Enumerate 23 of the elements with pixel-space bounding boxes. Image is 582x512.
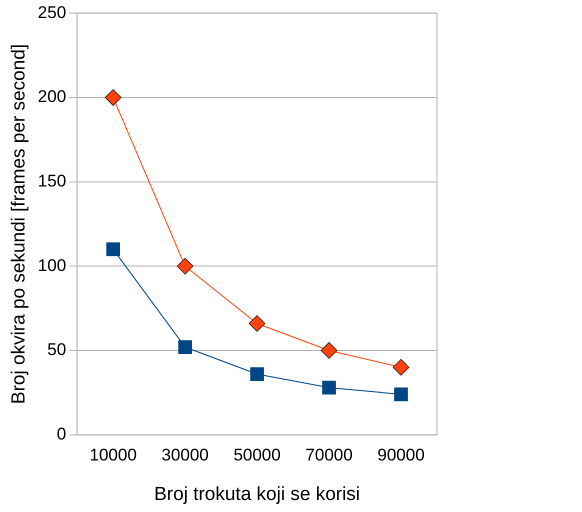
- x-axis-title: Broj trokuta koji se korisi: [154, 484, 360, 505]
- y-tick-label: 0: [56, 424, 66, 444]
- point: [104, 89, 122, 106]
- point: [394, 387, 408, 402]
- x-tick-label: 70000: [305, 446, 353, 465]
- y-tick-label: 100: [38, 256, 66, 275]
- point: [320, 342, 338, 359]
- point: [178, 340, 192, 354]
- y-tick-label: 250: [38, 2, 66, 22]
- x-tick-label: 10000: [90, 446, 137, 465]
- point: [250, 367, 264, 381]
- point: [106, 242, 120, 256]
- point: [176, 258, 194, 274]
- x-tick-label: 30000: [161, 446, 209, 465]
- point: [248, 315, 266, 332]
- point: [322, 380, 336, 394]
- x-tick-label: 90000: [377, 446, 425, 465]
- point: [392, 359, 410, 376]
- x-tick-label: 50000: [233, 446, 281, 465]
- y-tick-label: 150: [38, 172, 66, 191]
- y-axis-title: Broj okvira po sekundi [frames per second]: [8, 44, 30, 404]
- y-tick-label: 50: [47, 340, 66, 360]
- y-tick-label: 200: [38, 87, 66, 106]
